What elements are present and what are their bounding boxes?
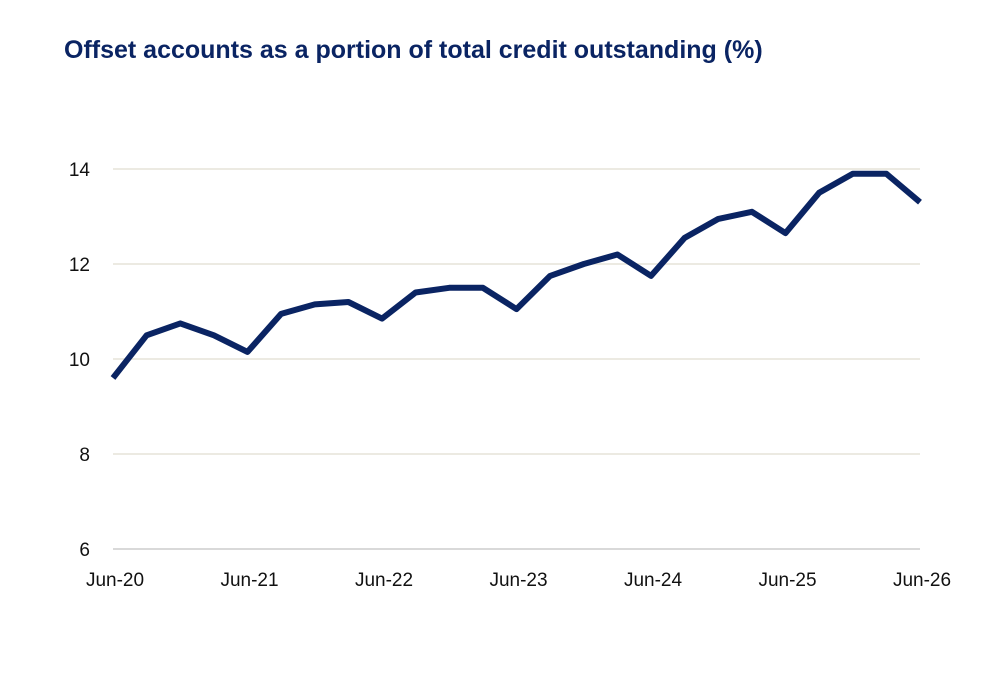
- y-tick-label: 14: [69, 160, 91, 181]
- chart-title: Offset accounts as a portion of total cr…: [64, 36, 763, 64]
- x-tick-label: Jun-22: [355, 570, 413, 591]
- x-tick-label: Jun-20: [86, 570, 144, 591]
- series-line: [110, 170, 922, 380]
- x-axis-ticks: Jun-20 Jun-21 Jun-22 Jun-23 Jun-24 Jun-25 Jun-…: [86, 570, 951, 591]
- y-tick-label: 8: [79, 445, 90, 466]
- y-axis-ticks: 6 8 10 12 14: [69, 160, 91, 561]
- y-tick-label: 10: [69, 350, 90, 371]
- x-tick-label: Jun-24: [624, 570, 683, 591]
- x-tick-label: Jun-26: [893, 570, 951, 591]
- x-tick-label: Jun-25: [758, 570, 816, 591]
- gridlines: [113, 168, 920, 455]
- x-tick-label: Jun-21: [220, 570, 278, 591]
- y-tick-label: 6: [79, 540, 90, 561]
- series-layer: [110, 170, 922, 380]
- y-tick-label: 12: [69, 255, 90, 276]
- x-tick-label: Jun-23: [489, 570, 547, 591]
